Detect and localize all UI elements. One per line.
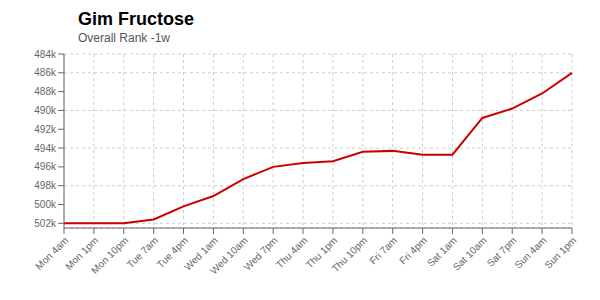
svg-text:500k: 500k	[34, 199, 57, 210]
svg-text:502k: 502k	[34, 218, 57, 229]
svg-text:Fri 4pm: Fri 4pm	[397, 234, 429, 267]
svg-text:496k: 496k	[34, 161, 57, 172]
svg-text:Mon 10pm: Mon 10pm	[89, 235, 130, 276]
svg-text:492k: 492k	[34, 124, 57, 135]
html-text:Gim Fructose: Gim Fructose	[78, 9, 194, 29]
svg-text:Mon 1pm: Mon 1pm	[63, 234, 101, 272]
svg-text:494k: 494k	[34, 143, 57, 154]
svg-text:Sun 1pm: Sun 1pm	[542, 235, 578, 271]
svg-text:490k: 490k	[34, 105, 57, 116]
svg-text:498k: 498k	[34, 180, 57, 191]
svg-text:486k: 486k	[34, 67, 57, 78]
svg-text:Wed 7pm: Wed 7pm	[242, 235, 280, 273]
svg-text:Wed 10am: Wed 10am	[208, 235, 250, 277]
svg-text:Tue 4pm: Tue 4pm	[154, 234, 190, 271]
svg-text:488k: 488k	[34, 86, 57, 97]
svg-text:Sat 1am: Sat 1am	[424, 234, 459, 269]
svg-text:Wed 1am: Wed 1am	[181, 234, 220, 273]
svg-text:Sun 4am: Sun 4am	[512, 235, 548, 271]
svg-text:484k: 484k	[34, 49, 57, 60]
html-text:Overall Rank -1w: Overall Rank -1w	[78, 31, 170, 45]
svg-text:Thu 4am: Thu 4am	[274, 235, 310, 271]
svg-text:Thu 10pm: Thu 10pm	[330, 235, 370, 275]
svg-text:Sat 10am: Sat 10am	[451, 235, 489, 273]
svg-text:Tue 7am: Tue 7am	[125, 235, 160, 270]
svg-text:Sat 7pm: Sat 7pm	[484, 234, 519, 269]
svg-text:Mon 4am: Mon 4am	[33, 234, 71, 272]
svg-text:Thu 1pm: Thu 1pm	[303, 234, 340, 271]
svg-text:Fri 7am: Fri 7am	[367, 235, 399, 267]
